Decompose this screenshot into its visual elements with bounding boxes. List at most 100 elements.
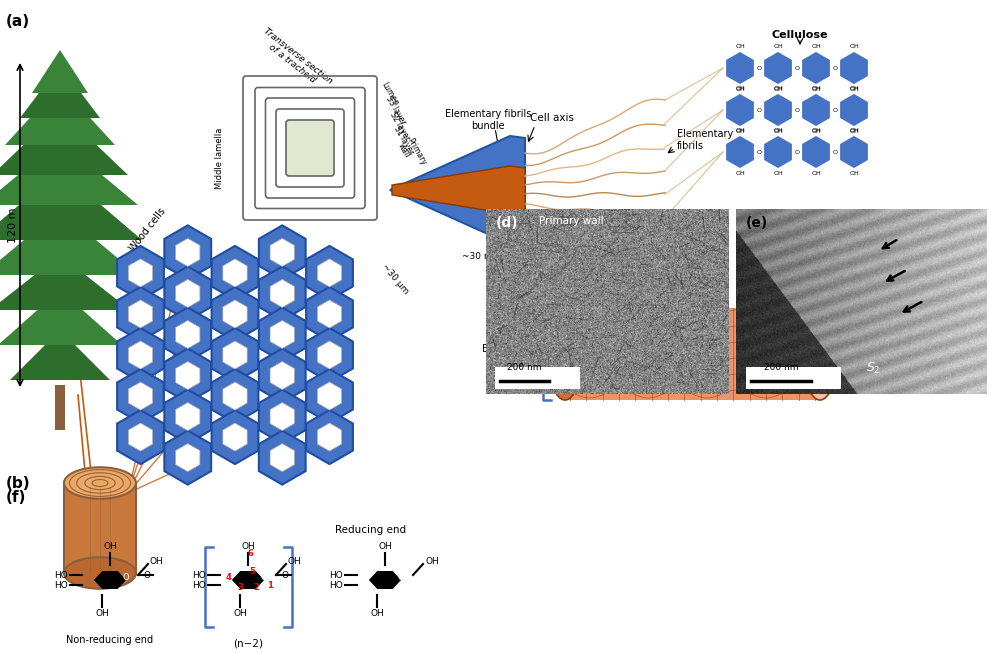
Ellipse shape [64, 557, 136, 589]
Polygon shape [725, 93, 755, 127]
Polygon shape [390, 136, 525, 244]
Ellipse shape [565, 351, 570, 357]
Polygon shape [259, 349, 306, 402]
Ellipse shape [565, 319, 570, 324]
Text: Primary wall: Primary wall [539, 216, 603, 226]
Text: Wood cells: Wood cells [128, 207, 168, 254]
Text: OH: OH [811, 129, 821, 134]
Polygon shape [117, 328, 164, 382]
Ellipse shape [565, 383, 570, 389]
Text: OH: OH [773, 44, 783, 49]
Polygon shape [223, 382, 247, 410]
Polygon shape [764, 135, 793, 169]
Polygon shape [129, 259, 152, 287]
Text: OH: OH [850, 86, 858, 91]
Text: ~30 μm: ~30 μm [380, 262, 410, 295]
Text: OH: OH [811, 86, 821, 91]
Polygon shape [259, 226, 306, 280]
Polygon shape [176, 239, 200, 267]
Text: OH: OH [850, 44, 858, 49]
Text: O: O [143, 570, 150, 580]
Text: (d): (d) [495, 216, 518, 230]
Ellipse shape [816, 335, 821, 340]
Text: 3–5 nm: 3–5 nm [605, 270, 639, 279]
Text: (c): (c) [495, 278, 518, 293]
Polygon shape [270, 361, 295, 389]
Polygon shape [801, 135, 831, 169]
Polygon shape [0, 210, 138, 275]
Polygon shape [117, 410, 164, 464]
Polygon shape [223, 300, 247, 328]
Polygon shape [176, 320, 200, 349]
Text: OH: OH [773, 87, 783, 92]
Polygon shape [164, 267, 211, 320]
Text: Crystalline region
(CNC): Crystalline region (CNC) [572, 256, 665, 278]
Ellipse shape [548, 308, 583, 400]
Text: Primary
wall: Primary wall [396, 136, 427, 171]
Polygon shape [223, 423, 247, 451]
Ellipse shape [559, 383, 564, 389]
Polygon shape [840, 135, 868, 169]
Polygon shape [764, 51, 793, 85]
Text: Middle lamella: Middle lamella [216, 127, 225, 188]
Polygon shape [164, 226, 211, 280]
Polygon shape [307, 369, 353, 423]
Polygon shape [223, 259, 247, 287]
Ellipse shape [565, 368, 570, 372]
Polygon shape [164, 308, 211, 361]
Polygon shape [0, 170, 142, 240]
Ellipse shape [816, 368, 821, 372]
Text: Amorphous region: Amorphous region [742, 268, 838, 278]
Ellipse shape [822, 319, 827, 324]
Polygon shape [259, 389, 306, 443]
Ellipse shape [822, 351, 827, 357]
Polygon shape [801, 51, 831, 85]
Polygon shape [164, 389, 211, 443]
Text: OH: OH [850, 129, 858, 134]
Ellipse shape [559, 351, 564, 357]
Polygon shape [164, 430, 211, 484]
Text: O: O [833, 65, 838, 70]
Polygon shape [259, 430, 306, 484]
Polygon shape [307, 287, 353, 341]
Ellipse shape [559, 319, 564, 324]
Text: OH: OH [773, 129, 783, 134]
Polygon shape [96, 572, 125, 587]
Text: OH: OH [735, 171, 745, 176]
Text: OH: OH [773, 171, 783, 176]
Ellipse shape [816, 383, 821, 389]
Ellipse shape [559, 368, 564, 372]
Polygon shape [129, 423, 152, 451]
Text: O: O [757, 108, 762, 113]
Polygon shape [764, 93, 793, 127]
Text: OH: OH [378, 542, 392, 551]
Text: O: O [757, 149, 762, 155]
Text: (f): (f) [6, 490, 27, 505]
Polygon shape [371, 572, 400, 587]
Ellipse shape [822, 383, 827, 389]
Polygon shape [801, 93, 831, 127]
Polygon shape [307, 410, 353, 464]
Polygon shape [212, 410, 258, 464]
Text: HO: HO [192, 580, 206, 589]
Text: OH: OH [288, 557, 302, 567]
Text: Elementary fibrils
bundle     (CNF): Elementary fibrils bundle (CNF) [482, 344, 569, 366]
Text: OH: OH [850, 87, 858, 92]
Text: Reducing end: Reducing end [335, 525, 406, 535]
Polygon shape [5, 85, 115, 145]
Polygon shape [317, 423, 341, 451]
Text: O: O [794, 108, 799, 113]
Polygon shape [129, 382, 152, 410]
Text: 120 m: 120 m [8, 207, 18, 243]
Text: O: O [833, 149, 838, 155]
Polygon shape [212, 287, 258, 341]
Ellipse shape [559, 335, 564, 340]
Text: OH: OH [735, 129, 745, 134]
Text: S2 layer: S2 layer [388, 110, 411, 141]
Text: ~30 nm: ~30 nm [462, 252, 498, 261]
Text: 4: 4 [225, 574, 231, 582]
Text: O: O [123, 574, 130, 582]
Text: OH: OH [811, 171, 821, 176]
Polygon shape [270, 239, 295, 267]
Text: OH: OH [735, 87, 745, 92]
